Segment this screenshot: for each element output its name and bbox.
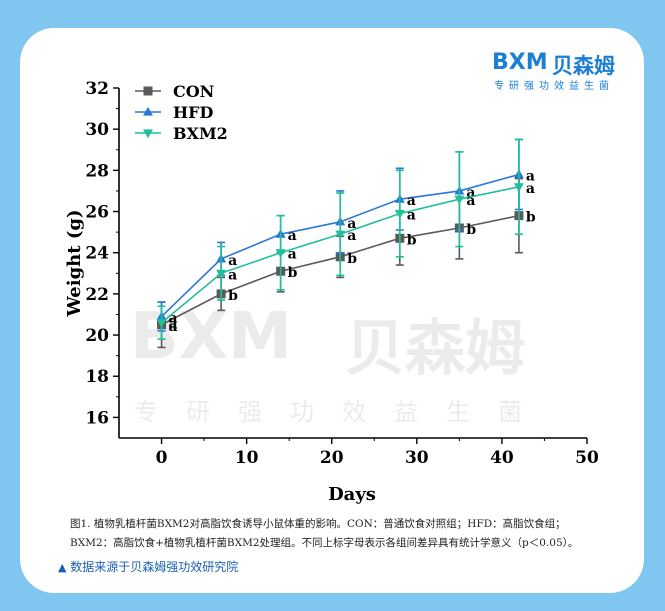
logo-name: 贝森姆 <box>552 54 615 78</box>
triangle-icon: ▲ <box>58 561 67 574</box>
x-tick-label: 30 <box>405 448 429 468</box>
significance-label: a <box>288 228 297 244</box>
data-point <box>156 319 167 328</box>
significance-label: a <box>407 208 416 224</box>
y-tick-label: 24 <box>85 244 109 264</box>
data-source-note: ▲ 数据来源于贝森姆强功效研究院 <box>58 558 238 575</box>
legend-marker <box>143 106 153 116</box>
y-tick-label: 32 <box>85 79 109 99</box>
x-axis-title: Days <box>328 484 376 505</box>
data-point <box>513 183 524 192</box>
significance-label: b <box>407 232 417 248</box>
legend-item-bxm2: BXM2 <box>135 124 228 143</box>
y-axis-title: Weight (g) <box>64 210 85 318</box>
y-tick-label: 18 <box>85 367 109 387</box>
caption-line-2: BXM2：高脂饮食+植物乳植杆菌BXM2处理组。不同上标字母表示各组间差异具有统… <box>70 537 579 549</box>
significance-label: a <box>169 317 178 333</box>
data-point <box>275 249 286 258</box>
y-tick-label: 28 <box>85 161 109 181</box>
y-tick-label: 16 <box>85 408 109 428</box>
chart-legend: CON HFD BXM2 <box>135 82 228 143</box>
y-tick-label: 20 <box>85 326 109 346</box>
figure-caption: 图1. 植物乳植杆菌BXM2对高脂饮食诱导小鼠体重的影响。CON：普通饮食对照组… <box>70 515 630 553</box>
significance-label: b <box>288 265 298 281</box>
data-point <box>394 209 405 219</box>
significance-label: a <box>169 311 178 327</box>
legend-label: BXM2 <box>173 124 228 143</box>
data-point <box>335 230 346 240</box>
watermark: BXM 贝森姆 专研强功效益生菌 <box>130 300 550 430</box>
watermark-slogan: 专研强功效益生菌 <box>134 398 550 426</box>
watermark-name: 贝森姆 <box>345 314 525 384</box>
brand-logo: BXM 贝森姆 专研强功效益生菌 <box>492 50 622 92</box>
y-tick-label: 22 <box>85 285 109 305</box>
data-point <box>454 195 465 205</box>
significance-label: a <box>347 228 356 244</box>
x-tick-label: 50 <box>575 448 599 468</box>
significance-label: b <box>347 251 357 267</box>
significance-label: a <box>347 216 356 232</box>
significance-label: b <box>228 288 238 304</box>
logo-slogan: 专研强功效益生菌 <box>494 81 614 92</box>
significance-label: a <box>228 267 237 283</box>
legend-item-hfd: HFD <box>135 103 213 122</box>
significance-label: a <box>466 185 475 201</box>
legend-label: CON <box>173 82 214 101</box>
significance-label: a <box>466 193 475 209</box>
x-tick-label: 40 <box>490 448 514 468</box>
x-tick-label: 0 <box>156 448 168 468</box>
logo-mark: BXM <box>492 50 548 75</box>
caption-line-1: 图1. 植物乳植杆菌BXM2对高脂饮食诱导小鼠体重的影响。CON：普通饮食对照组… <box>70 518 566 530</box>
data-point <box>216 269 227 279</box>
significance-label: a <box>526 181 535 197</box>
x-tick-label: 10 <box>235 448 259 468</box>
figure-card <box>20 28 644 593</box>
chart-axes: 0 10 20 30 40 50 16 18 20 22 24 26 28 30 32 <box>85 79 599 468</box>
y-tick-label: 30 <box>85 120 109 140</box>
significance-label: a <box>169 319 178 335</box>
data-source-text: 数据来源于贝森姆强功效研究院 <box>70 560 239 574</box>
significance-label: a <box>407 193 416 209</box>
significance-label: a <box>526 168 535 184</box>
significance-label: a <box>288 247 297 263</box>
legend-label: HFD <box>173 103 213 122</box>
watermark-mark: BXM <box>130 300 292 374</box>
x-tick-label: 20 <box>320 448 344 468</box>
significance-label: a <box>228 253 237 269</box>
legend-marker <box>143 129 153 139</box>
legend-marker <box>143 86 153 96</box>
legend-item-con: CON <box>135 82 214 101</box>
significance-label: b <box>526 210 536 226</box>
significance-label: b <box>466 222 476 238</box>
y-tick-label: 26 <box>85 203 109 223</box>
